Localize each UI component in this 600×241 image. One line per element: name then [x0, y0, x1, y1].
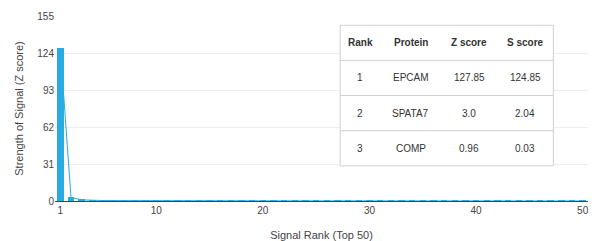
- svg-text:0: 0: [48, 196, 54, 207]
- svg-text:124.85: 124.85: [510, 72, 541, 83]
- svg-text:10: 10: [151, 205, 163, 216]
- svg-text:Z score: Z score: [451, 37, 487, 48]
- svg-text:Signal Rank (Top 50): Signal Rank (Top 50): [270, 229, 373, 241]
- svg-text:COMP: COMP: [396, 143, 426, 154]
- svg-text:S score: S score: [507, 37, 544, 48]
- svg-text:Rank: Rank: [348, 37, 373, 48]
- svg-text:30: 30: [364, 205, 376, 216]
- svg-text:3.0: 3.0: [462, 108, 476, 119]
- svg-text:EPCAM: EPCAM: [393, 72, 429, 83]
- svg-text:124: 124: [37, 48, 54, 59]
- svg-text:3: 3: [357, 143, 363, 154]
- svg-text:0.03: 0.03: [515, 143, 535, 154]
- svg-text:62: 62: [43, 122, 55, 133]
- svg-text:1: 1: [357, 72, 363, 83]
- svg-text:20: 20: [257, 205, 269, 216]
- svg-text:31: 31: [43, 159, 55, 170]
- svg-text:127.85: 127.85: [454, 72, 485, 83]
- svg-text:Protein: Protein: [394, 37, 428, 48]
- svg-text:40: 40: [471, 205, 483, 216]
- svg-text:Strength of Signal (Z score): Strength of Signal (Z score): [13, 41, 25, 176]
- svg-text:SPATA7: SPATA7: [392, 108, 429, 119]
- svg-text:0.96: 0.96: [459, 143, 479, 154]
- svg-text:50: 50: [577, 205, 589, 216]
- svg-text:2.04: 2.04: [515, 108, 535, 119]
- svg-text:155: 155: [37, 11, 54, 22]
- svg-text:1: 1: [58, 205, 64, 216]
- svg-text:93: 93: [43, 85, 55, 96]
- svg-text:2: 2: [357, 108, 363, 119]
